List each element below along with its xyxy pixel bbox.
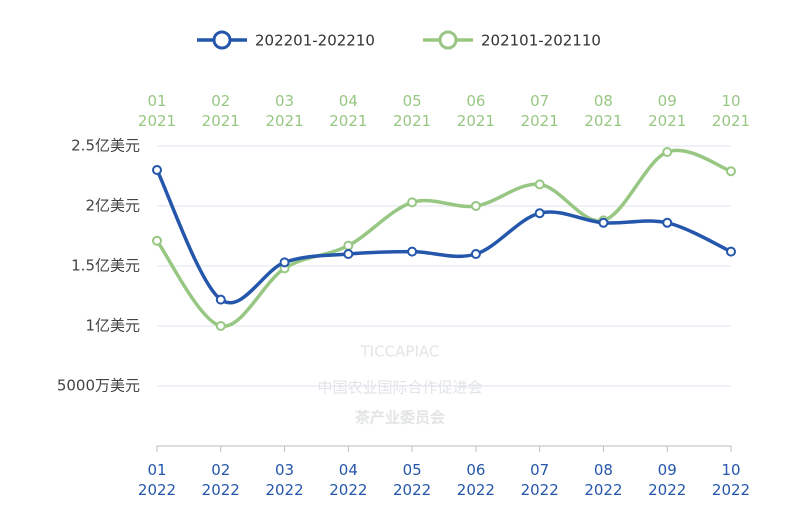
point — [343, 249, 354, 259]
top-x-tick-label-month: 08 — [594, 92, 613, 110]
x-tick-label: 02 2022 — [202, 461, 240, 499]
x-tick-label-month: 10 — [721, 461, 740, 479]
x-tick-label-month: 01 — [147, 461, 166, 479]
legend-marker — [438, 30, 458, 50]
point — [152, 165, 162, 175]
top-x-tick-label-year: 2021 — [457, 112, 495, 130]
point — [470, 201, 481, 211]
top-x-tick-label-month: 02 — [211, 92, 230, 110]
x-tick-label-year: 2022 — [457, 481, 495, 499]
top-x-tick-label-month: 03 — [275, 92, 294, 110]
x-tick-label: 05 2022 — [393, 461, 431, 499]
x-tick-label: 08 2022 — [584, 461, 622, 499]
y-tick-label: 5000万美元 — [57, 377, 140, 395]
point — [470, 249, 481, 259]
legend-label: 202201-202210 — [255, 32, 375, 50]
point — [152, 235, 162, 246]
point — [407, 197, 418, 208]
point — [534, 208, 545, 219]
top-x-tick-label-year: 2021 — [648, 112, 686, 130]
top-x-tick-label: 04 2021 — [329, 92, 367, 130]
point — [726, 246, 736, 257]
line — [155, 169, 732, 305]
top-x-tick-label: 08 2021 — [584, 92, 622, 130]
x-tick-label: 04 2022 — [329, 461, 367, 499]
line — [155, 148, 732, 328]
x-tick-label-year: 2022 — [202, 481, 240, 499]
top-x-tick-label: 07 2021 — [521, 92, 559, 130]
x-tick-label-year: 2022 — [712, 481, 750, 499]
x-tick-label-year: 2022 — [584, 481, 622, 499]
point — [215, 294, 226, 305]
point — [279, 257, 290, 268]
point — [662, 147, 673, 157]
point — [726, 166, 736, 177]
point — [598, 217, 609, 228]
top-x-tick-label-month: 07 — [530, 92, 549, 110]
top-x-tick-label-month: 09 — [658, 92, 677, 110]
x-tick-label-month: 05 — [403, 461, 422, 479]
top-x-tick-label-year: 2021 — [329, 112, 367, 130]
x-tick-label-month: 02 — [211, 461, 230, 479]
x-tick-label-year: 2022 — [265, 481, 303, 499]
x-tick-label-month: 06 — [466, 461, 485, 479]
point — [662, 217, 673, 228]
x-tick-label-year: 2022 — [138, 481, 176, 499]
top-x-tick-label: 02 2021 — [202, 92, 240, 130]
x-tick-label-year: 2022 — [648, 481, 686, 499]
x-tick-label-month: 04 — [339, 461, 358, 479]
x-tick-label-month: 03 — [275, 461, 294, 479]
x-tick-label: 10 2022 — [712, 461, 750, 499]
watermark: TICCAPIAC — [360, 343, 440, 361]
watermark: 茶产业委员会 — [355, 409, 445, 427]
point — [407, 246, 418, 257]
y-tick-label: 1亿美元 — [85, 317, 140, 335]
top-x-tick-label-year: 2021 — [138, 112, 176, 130]
top-x-tick-label-month: 01 — [147, 92, 166, 110]
legend-label: 202101-202110 — [481, 32, 601, 50]
watermark: 中国农业国际合作促进会 — [317, 379, 482, 397]
top-x-tick-label: 01 2021 — [138, 92, 176, 130]
top-x-tick-label: 05 2021 — [393, 92, 431, 130]
point — [343, 240, 354, 251]
top-x-tick-label-year: 2021 — [521, 112, 559, 130]
x-tick-label: 06 2022 — [457, 461, 495, 499]
point — [534, 179, 545, 190]
top-x-tick-label: 09 2021 — [648, 92, 686, 130]
top-x-tick-label-month: 10 — [721, 92, 740, 110]
y-tick-label: 2亿美元 — [85, 197, 140, 215]
y-tick-label: 2.5亿美元 — [71, 137, 140, 155]
top-x-tick-label-month: 06 — [466, 92, 485, 110]
x-tick-label: 01 2022 — [138, 461, 176, 499]
top-x-tick-label-year: 2021 — [265, 112, 303, 130]
top-x-tick-label: 10 2021 — [712, 92, 750, 130]
x-tick-label: 07 2022 — [521, 461, 559, 499]
top-x-tick-label-month: 04 — [339, 92, 358, 110]
x-tick-label: 03 2022 — [265, 461, 303, 499]
top-x-tick-label: 06 2021 — [457, 92, 495, 130]
top-x-tick-label-year: 2021 — [393, 112, 431, 130]
y-tick-label: 1.5亿美元 — [71, 257, 140, 275]
top-x-tick-label-year: 2021 — [584, 112, 622, 130]
x-tick-label-month: 07 — [530, 461, 549, 479]
legend-marker — [212, 30, 232, 50]
x-tick-label-month: 08 — [594, 461, 613, 479]
top-x-tick-label-month: 05 — [403, 92, 422, 110]
x-tick-label-year: 2022 — [521, 481, 559, 499]
x-tick-label-month: 09 — [658, 461, 677, 479]
top-x-tick-label: 03 2021 — [265, 92, 303, 130]
point — [215, 321, 226, 331]
x-tick-label: 09 2022 — [648, 461, 686, 499]
x-tick-label-year: 2022 — [393, 481, 431, 499]
x-tick-label-year: 2022 — [329, 481, 367, 499]
top-x-tick-label-year: 2021 — [712, 112, 750, 130]
top-x-tick-label-year: 2021 — [202, 112, 240, 130]
